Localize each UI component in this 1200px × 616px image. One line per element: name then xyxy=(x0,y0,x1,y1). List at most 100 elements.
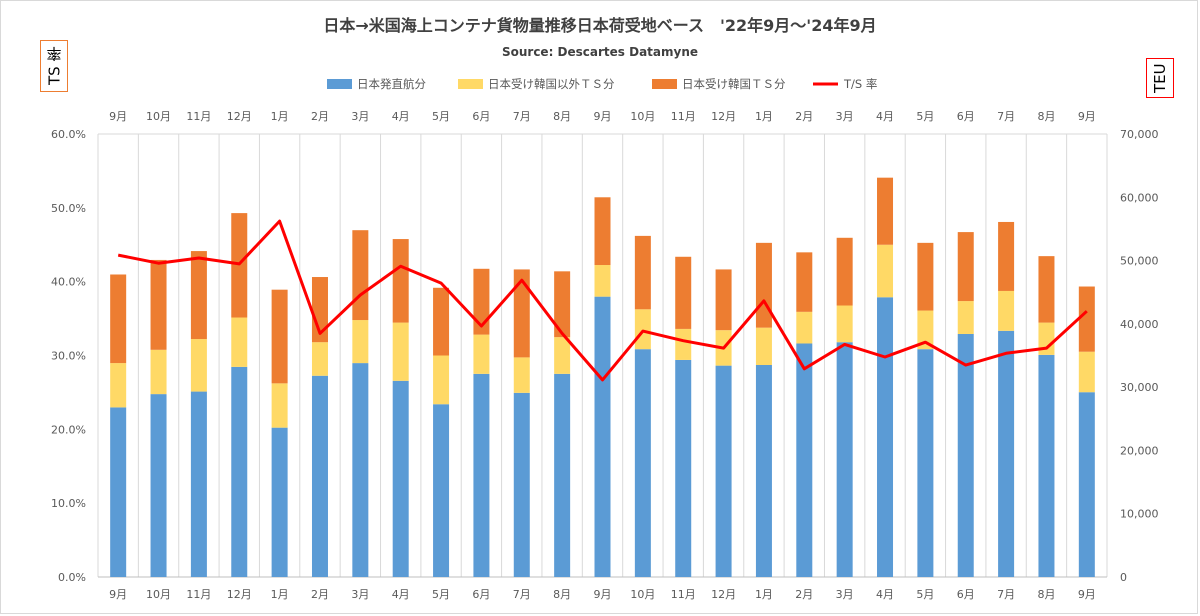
y-tick-right: 30,000 xyxy=(1120,381,1159,394)
bar-segment xyxy=(836,237,853,306)
bar-segment xyxy=(594,296,611,577)
x-tick-bottom: 6月 xyxy=(472,588,490,601)
bar-segment xyxy=(433,404,450,577)
bar-segment xyxy=(998,330,1015,577)
x-tick-bottom: 1月 xyxy=(755,588,773,601)
bar-segment xyxy=(392,239,409,323)
x-tick-bottom: 8月 xyxy=(1037,588,1055,601)
bar-segment xyxy=(675,256,692,329)
bar-segment xyxy=(715,269,732,331)
y-tick-left: 10.0% xyxy=(51,497,86,510)
bar-segment xyxy=(998,221,1015,291)
y-tick-right: 60,000 xyxy=(1120,191,1159,204)
bar-segment xyxy=(271,383,288,428)
x-tick-bottom: 7月 xyxy=(513,588,531,601)
y-tick-right: 40,000 xyxy=(1120,318,1159,331)
y-tick-left: 30.0% xyxy=(51,350,86,363)
bar-segment xyxy=(513,392,530,577)
bar-segment xyxy=(715,365,732,577)
bar-segment xyxy=(594,197,611,266)
x-tick-top: 9月 xyxy=(109,110,127,123)
bar-segment xyxy=(1038,354,1055,577)
y-axis-left-label: TS 率 xyxy=(40,40,68,92)
x-tick-top: 6月 xyxy=(472,110,490,123)
bar-segment xyxy=(190,339,207,392)
x-tick-bottom: 2月 xyxy=(311,588,329,601)
legend-swatch xyxy=(458,79,483,89)
bar-segment xyxy=(554,271,571,338)
legend-label: 日本発直航分 xyxy=(357,77,426,91)
bar-segment xyxy=(433,355,450,405)
bar-segment xyxy=(392,322,409,381)
bar-segment xyxy=(957,301,974,334)
x-tick-bottom: 3月 xyxy=(351,588,369,601)
bar-segment xyxy=(755,327,772,365)
bar-segment xyxy=(473,268,490,335)
bar-segment xyxy=(271,427,288,577)
bar-segment xyxy=(634,309,651,350)
bar-segment xyxy=(231,366,248,577)
legend-label: 日本受け韓国ＴＳ分 xyxy=(682,77,786,91)
x-tick-top: 10月 xyxy=(146,110,171,123)
y-tick-left: 50.0% xyxy=(51,202,86,215)
x-tick-bottom: 1月 xyxy=(271,588,289,601)
x-tick-bottom: 6月 xyxy=(957,588,975,601)
bar-segment xyxy=(675,328,692,360)
bar-segment xyxy=(352,363,369,577)
legend-label: T/S 率 xyxy=(843,77,877,91)
x-tick-bottom: 9月 xyxy=(109,588,127,601)
y-tick-left: 20.0% xyxy=(51,423,86,436)
bar-segment xyxy=(755,364,772,577)
bar-segment xyxy=(473,373,490,577)
y-tick-left: 60.0% xyxy=(51,128,86,141)
bar-segment xyxy=(957,232,974,302)
x-tick-top: 3月 xyxy=(836,110,854,123)
bar-segment xyxy=(150,349,167,395)
bar-segment xyxy=(796,252,813,312)
bar-segment xyxy=(433,287,450,356)
bar-segment xyxy=(877,177,894,245)
bar-segment xyxy=(998,290,1015,331)
x-tick-top: 3月 xyxy=(351,110,369,123)
y-tick-right: 10,000 xyxy=(1120,508,1159,521)
x-tick-bottom: 11月 xyxy=(671,588,696,601)
bar-segment xyxy=(513,269,530,358)
x-tick-bottom: 10月 xyxy=(630,588,655,601)
bar-segment xyxy=(957,333,974,577)
x-tick-bottom: 5月 xyxy=(916,588,934,601)
x-tick-top: 9月 xyxy=(1078,110,1096,123)
bar-segment xyxy=(796,343,813,577)
bar-segment xyxy=(1038,256,1055,323)
x-tick-bottom: 11月 xyxy=(186,588,211,601)
bar-segment xyxy=(231,317,248,367)
x-tick-bottom: 10月 xyxy=(146,588,171,601)
y-axis-right-label: TEU xyxy=(1146,58,1174,98)
x-tick-top: 11月 xyxy=(186,110,211,123)
bar-segment xyxy=(311,342,328,376)
legend-label: 日本受け韓国以外ＴＳ分 xyxy=(488,77,615,91)
x-tick-bottom: 9月 xyxy=(1078,588,1096,601)
legend-swatch xyxy=(652,79,677,89)
bar-segment xyxy=(594,265,611,297)
x-tick-top: 8月 xyxy=(1037,110,1055,123)
x-tick-bottom: 4月 xyxy=(876,588,894,601)
x-tick-top: 1月 xyxy=(271,110,289,123)
bar-segment xyxy=(675,359,692,577)
bar-segment xyxy=(110,407,127,577)
x-tick-top: 12月 xyxy=(227,110,252,123)
x-tick-top: 1月 xyxy=(755,110,773,123)
bar-segment xyxy=(513,357,530,393)
x-tick-bottom: 7月 xyxy=(997,588,1015,601)
bar-segment xyxy=(836,305,853,343)
bar-segment xyxy=(554,373,571,577)
y-tick-right: 0 xyxy=(1120,571,1127,584)
x-tick-top: 10月 xyxy=(630,110,655,123)
chart-title: 日本→米国海上コンテナ貨物量推移日本荷受地ベース '22年9月～'24年9月 xyxy=(323,16,876,35)
x-tick-bottom: 5月 xyxy=(432,588,450,601)
y-tick-left: 40.0% xyxy=(51,276,86,289)
bar-segment xyxy=(1078,286,1095,352)
bar-segment xyxy=(473,334,490,374)
bar-segment xyxy=(917,349,934,577)
